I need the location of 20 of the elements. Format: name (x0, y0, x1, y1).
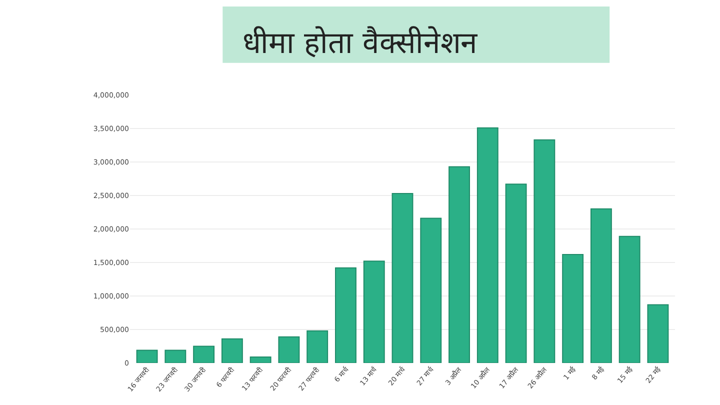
bar (221, 338, 243, 363)
bar (392, 192, 414, 363)
bar (278, 336, 300, 363)
bar (136, 350, 158, 363)
bar (363, 260, 385, 363)
bar (250, 356, 272, 363)
bar (590, 208, 612, 363)
bar (534, 139, 556, 363)
bar (164, 350, 186, 363)
bar (306, 330, 328, 363)
bar (562, 254, 584, 363)
bar (193, 346, 215, 363)
bar (335, 267, 356, 363)
bar (448, 166, 470, 363)
bar (476, 127, 498, 363)
chart-title: धीमा होता वैक्सीनेशन (242, 26, 479, 62)
bar (505, 184, 527, 363)
bar (647, 304, 669, 363)
bar (420, 218, 442, 363)
bar (618, 236, 640, 363)
